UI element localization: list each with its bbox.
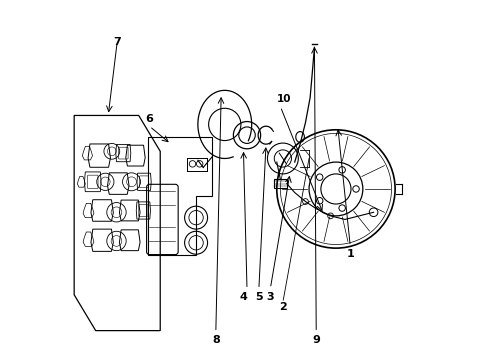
Text: 8: 8 (211, 334, 219, 345)
Text: 6: 6 (145, 114, 153, 124)
Text: 1: 1 (346, 248, 353, 258)
Text: 4: 4 (239, 292, 247, 302)
Text: 10: 10 (276, 94, 290, 104)
Text: 5: 5 (255, 292, 262, 302)
Bar (273, 179, 286, 188)
Text: 9: 9 (312, 334, 320, 345)
Text: 3: 3 (266, 292, 274, 302)
Text: 7: 7 (113, 37, 121, 47)
Text: 2: 2 (279, 302, 286, 312)
